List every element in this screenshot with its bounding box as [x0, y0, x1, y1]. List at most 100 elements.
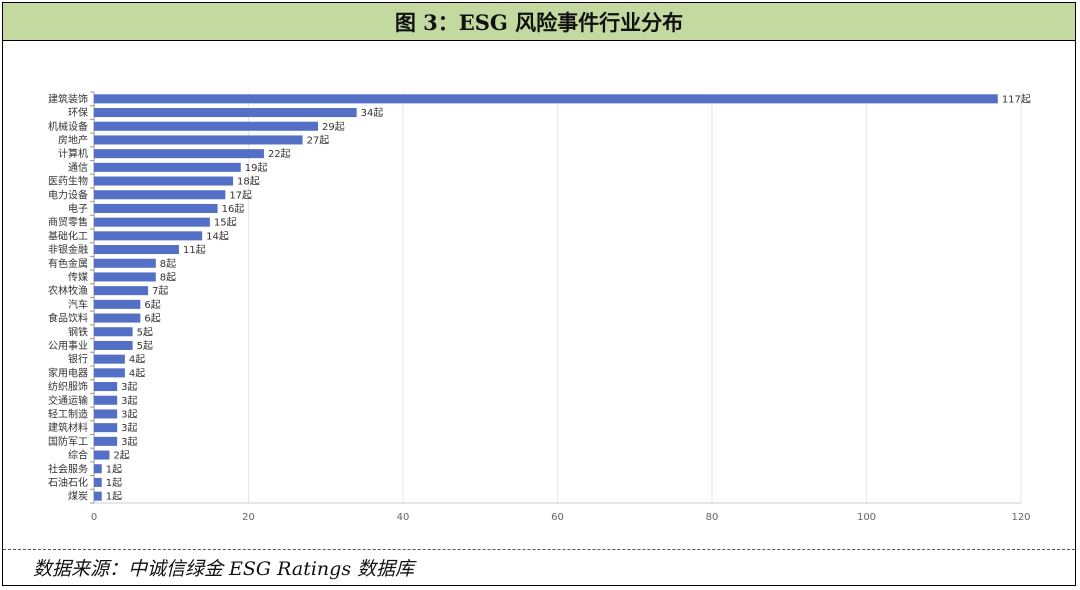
x-tick-label: 60: [551, 512, 564, 523]
x-tick-label: 120: [1011, 512, 1030, 523]
bar-value-label: 7起: [152, 285, 168, 297]
category-label: 通信: [68, 162, 88, 174]
bar: [94, 149, 264, 159]
category-label: 机械设备: [48, 120, 88, 133]
bar-value-label: 14起: [206, 230, 229, 242]
bar-value-label: 3起: [121, 436, 137, 448]
bar-value-label: 1起: [106, 463, 122, 475]
bar-value-label: 117起: [1002, 93, 1031, 105]
category-label: 综合: [68, 449, 88, 462]
bar: [94, 354, 125, 364]
bar: [94, 203, 218, 213]
bar: [94, 162, 241, 172]
bar-value-label: 8起: [160, 258, 176, 270]
category-label: 家用电器: [48, 366, 88, 379]
bar: [94, 94, 998, 104]
bar-value-label: 2起: [113, 450, 129, 462]
category-label: 医药生物: [48, 175, 88, 188]
bar-value-label: 4起: [129, 354, 145, 366]
bar: [94, 409, 118, 419]
bar: [94, 368, 125, 378]
category-label: 房地产: [58, 133, 88, 146]
bar: [94, 299, 141, 309]
bar-value-label: 11起: [183, 244, 206, 256]
bar-value-label: 34起: [361, 107, 384, 119]
x-tick-label: 40: [397, 512, 410, 523]
source-note: 数据来源：中诚信绿金 ESG Ratings 数据库: [33, 558, 415, 580]
figure-title: 图 3：ESG 风险事件行业分布: [394, 9, 684, 35]
bar-value-label: 3起: [121, 381, 137, 393]
category-label: 电子: [68, 202, 88, 215]
category-label: 石油石化: [48, 476, 88, 489]
x-tick-label: 100: [857, 512, 876, 523]
bar: [94, 464, 102, 474]
bar-value-label: 3起: [121, 395, 137, 407]
category-label: 商贸零售: [48, 216, 88, 229]
category-label: 有色金属: [48, 257, 88, 270]
bar: [94, 450, 110, 460]
bar: [94, 286, 149, 296]
bar-value-label: 16起: [222, 203, 245, 215]
bar-value-label: 8起: [160, 271, 176, 283]
category-label: 交通运输: [48, 394, 88, 407]
category-label: 建筑材料: [48, 421, 88, 434]
category-label: 电力设备: [48, 188, 88, 201]
category-label: 非银金融: [48, 243, 88, 256]
category-label: 银行: [68, 353, 88, 366]
x-tick-label: 80: [706, 512, 719, 523]
bar: [94, 108, 357, 118]
category-label: 纺织服饰: [48, 380, 88, 393]
bar: [94, 382, 118, 392]
category-label: 环保: [68, 106, 88, 119]
title-bar: 图 3：ESG 风险事件行业分布: [3, 3, 1075, 41]
bar: [94, 436, 118, 446]
bar-value-label: 5起: [137, 326, 153, 338]
category-label: 公用事业: [48, 339, 88, 352]
bar-value-label: 15起: [214, 217, 237, 229]
bar-value-label: 17起: [229, 189, 252, 201]
bar-value-label: 27起: [307, 134, 330, 146]
bar: [94, 340, 133, 350]
category-label: 食品饮料: [48, 312, 88, 325]
bar: [94, 176, 234, 186]
bar: [94, 477, 102, 487]
category-label: 汽车: [68, 298, 88, 311]
bar-value-label: 4起: [129, 367, 145, 379]
bar: [94, 313, 141, 323]
category-label: 煤炭: [68, 490, 88, 503]
source-footer: 数据来源：中诚信绿金 ESG Ratings 数据库: [3, 549, 1075, 585]
bar-value-label: 3起: [121, 422, 137, 434]
bar: [94, 258, 156, 268]
category-label: 国防军工: [48, 435, 88, 448]
bar: [94, 121, 319, 131]
bar: [94, 190, 226, 200]
bar-value-label: 22起: [268, 148, 291, 160]
chart-area: 0 20 40 60 80 100 120 建筑装饰 117起 环保 34起 机械设备 29起 房地产 27…: [3, 42, 1075, 552]
bar: [94, 491, 102, 501]
bar-value-label: 1起: [106, 477, 122, 489]
category-label: 农林牧渔: [48, 284, 88, 297]
bar: [94, 395, 118, 405]
x-tick-label: 0: [91, 512, 97, 523]
bar-value-label: 6起: [144, 299, 160, 311]
bar: [94, 135, 303, 145]
bar-value-label: 19起: [245, 162, 268, 174]
category-label: 钢铁: [68, 325, 88, 338]
bar: [94, 327, 133, 337]
bar-value-label: 6起: [144, 313, 160, 325]
bar-value-label: 3起: [121, 408, 137, 420]
category-label: 轻工制造: [48, 407, 88, 420]
category-label: 社会服务: [48, 462, 88, 475]
bar: [94, 272, 156, 282]
category-label: 计算机: [58, 147, 88, 160]
bar: [94, 245, 179, 255]
bar: [94, 217, 210, 227]
x-tick-label: 20: [242, 512, 255, 523]
bar-value-label: 1起: [106, 491, 122, 503]
category-label: 传媒: [68, 271, 88, 283]
bar-value-label: 18起: [237, 176, 260, 188]
category-label: 建筑装饰: [48, 92, 88, 105]
bar: [94, 231, 203, 241]
